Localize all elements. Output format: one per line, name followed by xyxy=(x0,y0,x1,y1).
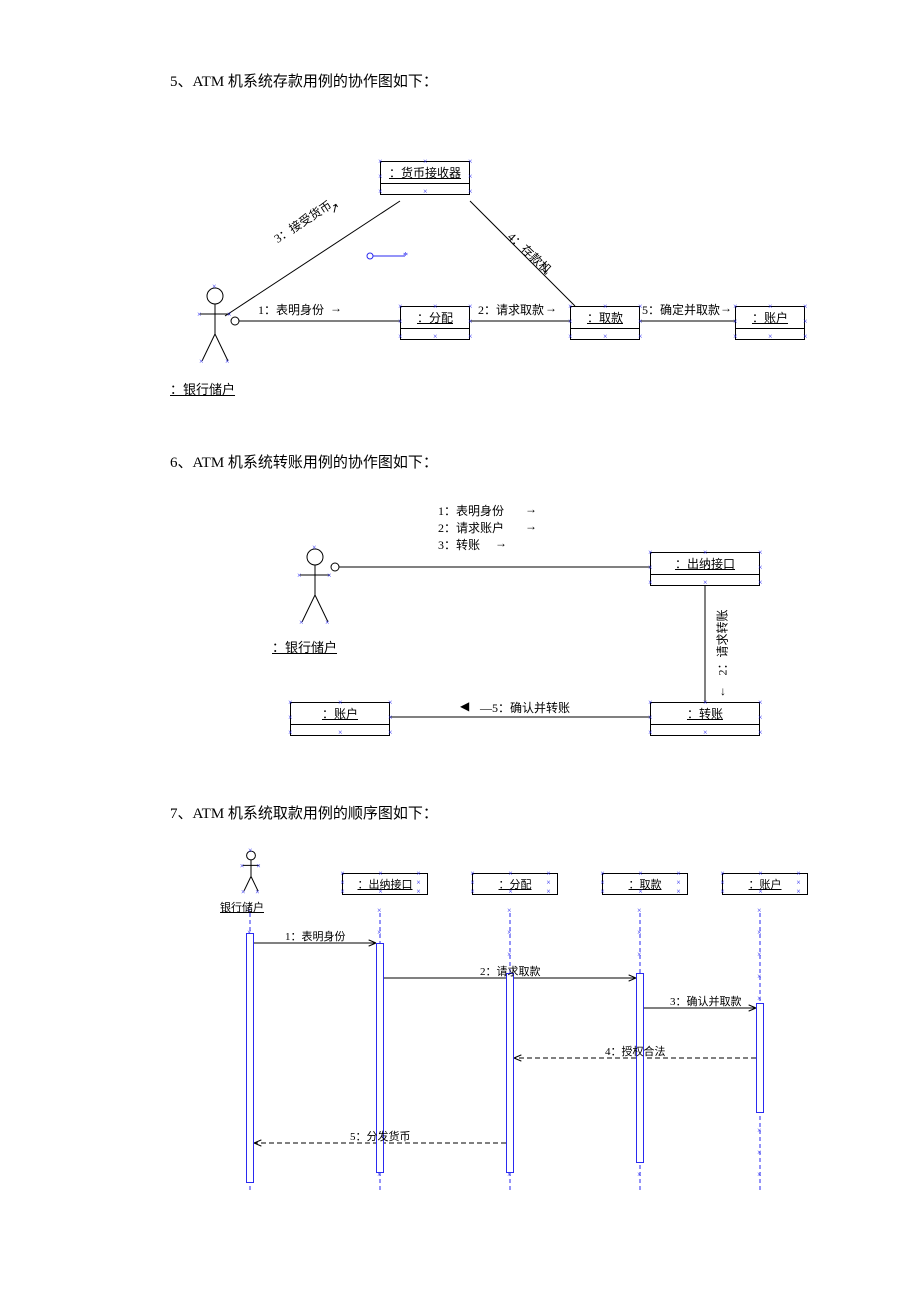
message-label: 2：请求取款 xyxy=(480,963,541,979)
svg-text:×: × xyxy=(255,887,260,896)
svg-text:×: × xyxy=(637,950,642,959)
edge-label: 2：请求取款 xyxy=(478,301,544,318)
svg-text:×: × xyxy=(212,282,217,291)
object-cashier: ：出纳接口×××××××× xyxy=(650,552,760,586)
arrow-icon: → xyxy=(525,502,537,517)
sequence-diagram-7: ××××××××××××××××××××××××××××××××××××××××… xyxy=(180,843,820,1203)
object-account: ：账户×××××××× xyxy=(735,306,805,340)
arrow-icon: ◀ xyxy=(460,699,469,714)
arrow-icon: → xyxy=(330,301,342,316)
object-transfer: ：转账×××××××× xyxy=(650,702,760,736)
object-account: ：账户×××××××× xyxy=(290,702,390,736)
svg-text:×: × xyxy=(227,310,232,319)
lifeline-dispatch: ：分配×××××××× xyxy=(472,873,558,895)
svg-text:×: × xyxy=(637,1170,642,1179)
object-receiver: ：货币接收器×××××××× xyxy=(380,161,470,195)
svg-text:×: × xyxy=(199,357,204,366)
svg-text:×: × xyxy=(757,972,762,981)
arrow-icon: → xyxy=(545,301,557,316)
lifeline-account: ：账户×××××××× xyxy=(722,873,808,895)
message-label: 3：确认并取款 xyxy=(670,993,742,1009)
svg-text:×: × xyxy=(225,357,230,366)
activation-bar xyxy=(756,1003,764,1113)
svg-text:×: × xyxy=(757,994,762,1003)
svg-text:×: × xyxy=(637,906,642,915)
heading-5: 5、ATM 机系统存款用例的协作图如下： xyxy=(170,70,860,91)
svg-text:×: × xyxy=(757,906,762,915)
svg-text:*: * xyxy=(403,251,408,262)
arrow-icon: → xyxy=(720,301,732,316)
edge-label: 2：请求账户 xyxy=(438,519,504,536)
svg-text:×: × xyxy=(240,861,245,870)
svg-text:×: × xyxy=(637,928,642,937)
svg-text:×: × xyxy=(507,928,512,937)
collaboration-diagram-6: × × × × × ：银行储户 ：出纳接口×××××××× ：转账×××××××× ：账户×××… xyxy=(180,492,820,762)
message-label: 5：分发货币 xyxy=(350,1128,411,1144)
svg-text:×: × xyxy=(757,1148,762,1157)
svg-text:×: × xyxy=(507,950,512,959)
arrow-icon: → xyxy=(525,519,537,534)
svg-text:×: × xyxy=(197,310,202,319)
actor-label: ：银行储户 xyxy=(170,379,235,398)
svg-text:×: × xyxy=(248,846,253,855)
svg-text:×: × xyxy=(312,543,317,552)
edge-label: —5：确认并转账 xyxy=(480,699,570,716)
svg-text:×: × xyxy=(757,1170,762,1179)
edge-label: 1：表明身份 xyxy=(438,502,504,519)
object-dispatch: ：分配×××××××× xyxy=(400,306,470,340)
collaboration-diagram-5: *×××××：银行储户：货币接收器××××××××：分配××××××××：取款×… xyxy=(180,111,820,411)
svg-text:×: × xyxy=(377,906,382,915)
svg-text:×: × xyxy=(507,906,512,915)
lifeline-cashier: ：出纳接口×××××××× xyxy=(342,873,428,895)
edge-label: 5：确定并取款 xyxy=(642,301,720,318)
arrow-icon: → xyxy=(495,536,507,551)
object-withdraw: ：取款×××××××× xyxy=(570,306,640,340)
activation-bar xyxy=(246,933,254,1183)
heading-7: 7、ATM 机系统取款用例的顺序图如下： xyxy=(170,802,860,823)
activation-bar xyxy=(506,973,514,1173)
svg-text:×: × xyxy=(377,928,382,937)
edge-label: 2：请求转账 xyxy=(714,609,731,675)
message-label: 1：表明身份 xyxy=(285,928,346,944)
svg-text:×: × xyxy=(325,618,330,627)
svg-text:×: × xyxy=(757,950,762,959)
edge-label: 3：转账 xyxy=(438,536,480,553)
actor-label: ：银行储户 xyxy=(272,637,337,656)
actor-label: 银行储户 xyxy=(220,899,264,915)
svg-text:×: × xyxy=(241,887,246,896)
edge-label: 1：表明身份 xyxy=(258,301,324,318)
message-label: 4：授权合法 xyxy=(605,1043,666,1059)
svg-text:×: × xyxy=(256,861,261,870)
arrow-icon: ↓ xyxy=(720,684,726,699)
lifeline-withdraw: ：取款×××××××× xyxy=(602,873,688,895)
svg-text:×: × xyxy=(757,928,762,937)
heading-6: 6、ATM 机系统转账用例的协作图如下： xyxy=(170,451,860,472)
activation-bar xyxy=(636,973,644,1163)
svg-text:×: × xyxy=(299,618,304,627)
svg-text:×: × xyxy=(327,571,332,580)
svg-text:×: × xyxy=(757,1126,762,1135)
svg-text:×: × xyxy=(297,571,302,580)
